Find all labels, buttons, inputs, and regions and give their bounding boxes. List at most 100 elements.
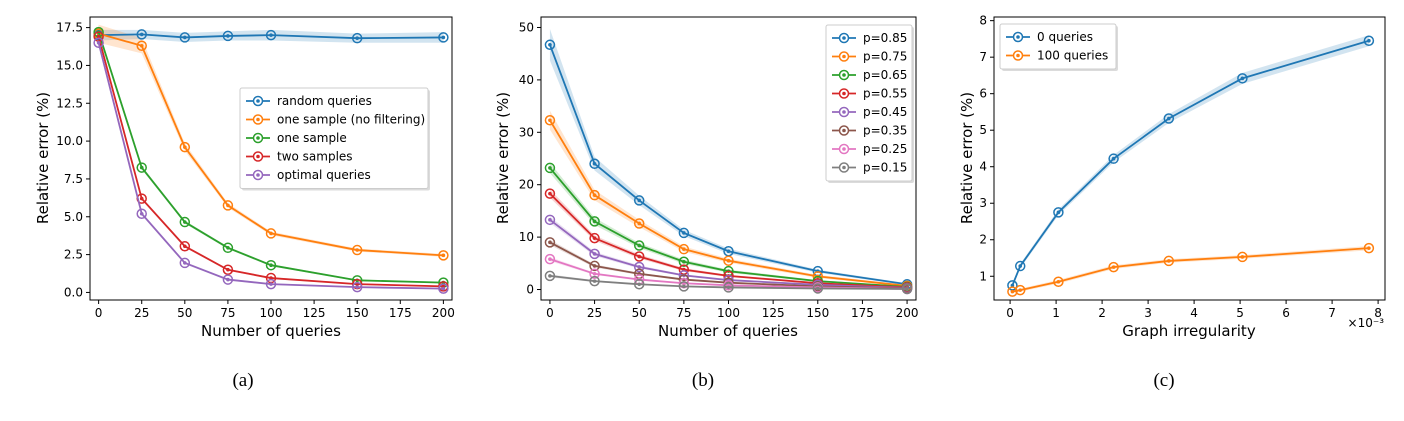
x-tick-label: 100 (260, 306, 283, 320)
data-point-center (592, 264, 597, 268)
data-point-center (548, 240, 552, 245)
y-tick-label: 10 (519, 230, 534, 244)
data-point-center (1056, 210, 1061, 215)
data-point (179, 141, 191, 153)
data-point (222, 242, 234, 254)
data-point-center (183, 145, 187, 149)
data-point-center (269, 231, 273, 236)
chart-panel-b: 0 25 50 75 100 125 150 175 200 0 10 20 30 40 50 Number… (494, 16, 919, 391)
data-point (222, 264, 234, 275)
data-point-center (592, 161, 597, 166)
legend-entry: p=0.65 (863, 68, 907, 82)
data-point-center (441, 35, 446, 40)
data-point-center (183, 244, 187, 249)
x-tick-label: 200 (432, 306, 455, 320)
legend-marker-center (1016, 53, 1020, 58)
data-point (136, 208, 147, 219)
x-tick-label: 175 (389, 306, 412, 320)
data-point-center (726, 249, 731, 254)
data-point-center (548, 191, 552, 196)
legend: 0 queries 100 queries (999, 23, 1118, 71)
y-tick-label: 17.5 (56, 21, 83, 35)
data-point (265, 228, 277, 239)
legend-entry: random queries (277, 94, 372, 108)
data-point (136, 29, 147, 40)
data-point-center (592, 193, 597, 197)
data-point (544, 39, 556, 51)
data-point (1108, 153, 1119, 164)
data-point (222, 200, 234, 211)
data-point-center (269, 282, 273, 286)
legend-entry: p=0.55 (863, 87, 907, 101)
legend-marker-center (842, 147, 846, 151)
data-point-center (226, 277, 230, 282)
y-tick-label: 50 (519, 20, 534, 34)
x-tick-label: 6 (1282, 306, 1290, 320)
data-point (589, 260, 600, 272)
data-point-center (139, 43, 144, 48)
plot-frame (993, 16, 1386, 301)
x-axis-label: Graph irregularity (1122, 322, 1256, 340)
legend-marker-center (842, 73, 846, 77)
data-point-center (682, 259, 686, 264)
data-point (1363, 35, 1375, 46)
data-point (1237, 73, 1248, 84)
y-tick-label: 5 (979, 123, 987, 137)
legend-marker-center (256, 99, 260, 103)
data-point-center (548, 166, 552, 170)
data-point (678, 243, 690, 255)
chart-panel-c: 0 1 2 3 4 5 6 7 8 1 2 3 4 5 6 7 8 ×10⁻³ Graph irregulari… (958, 14, 1386, 391)
legend-box (825, 24, 913, 182)
data-point-center (592, 271, 597, 276)
x-tick-label: 125 (303, 306, 326, 320)
series-line (1011, 39, 1370, 286)
data-point-center (637, 243, 642, 248)
legend-entry: p=0.25 (863, 142, 907, 156)
y-tick-label: 40 (519, 73, 534, 87)
data-point-center (355, 248, 359, 252)
data-point-center (637, 265, 642, 269)
data-point (633, 279, 645, 290)
y-axis-label: Relative error (%) (494, 92, 512, 224)
data-point-center (548, 274, 552, 278)
data-point (633, 251, 645, 262)
x-tick-label: 2 (1098, 306, 1106, 320)
data-point (1014, 284, 1026, 296)
data-point (633, 195, 645, 206)
data-point (1014, 260, 1026, 272)
y-tick-label: 3 (979, 196, 987, 210)
x-tick-label: 5 (1236, 306, 1244, 320)
data-point-center (905, 287, 909, 291)
data-point (1053, 276, 1064, 287)
data-point (351, 281, 363, 293)
y-tick-label: 20 (519, 178, 534, 192)
y-tick-label: 30 (519, 125, 534, 139)
y-tick-label: 5.0 (64, 210, 83, 224)
y-axis-label: Relative error (%) (34, 92, 52, 224)
data-point (544, 114, 556, 126)
x-tick-label: 0 (95, 306, 103, 320)
data-point (544, 162, 556, 174)
x-tick-label: 100 (717, 306, 740, 320)
x-tick-label: 75 (676, 306, 691, 320)
data-point-center (441, 286, 446, 291)
data-point-center (1111, 265, 1116, 269)
data-point (589, 248, 600, 260)
data-point-center (1018, 264, 1023, 268)
data-point (678, 256, 690, 267)
legend-marker-center (842, 36, 846, 40)
data-point-center (637, 282, 642, 287)
y-tick-label: 8 (979, 14, 987, 28)
x-tick-label: 4 (1190, 306, 1198, 320)
data-point (589, 189, 600, 201)
data-point-center (1010, 283, 1015, 288)
x-tick-label: 8 (1374, 306, 1382, 320)
data-point (265, 278, 277, 290)
data-point-center (226, 267, 230, 272)
x-tick-label: 0 (1006, 306, 1014, 320)
y-tick-label: 0 (526, 283, 534, 297)
data-point (351, 32, 363, 44)
x-tick-label: 75 (220, 306, 235, 320)
data-point-center (226, 245, 230, 250)
data-point-center (637, 221, 642, 226)
